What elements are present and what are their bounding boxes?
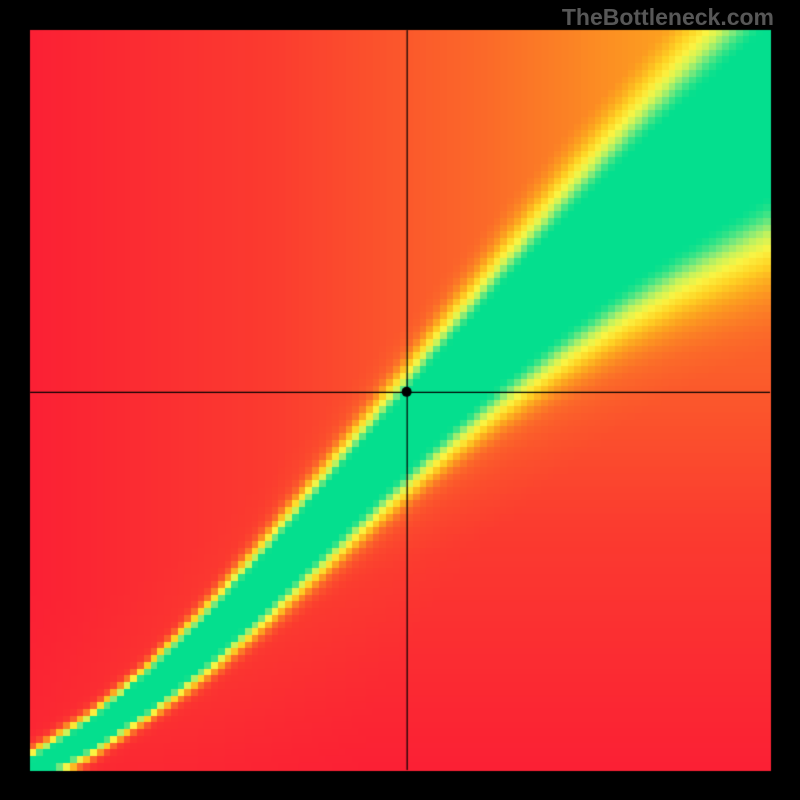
crosshair-overlay	[0, 0, 800, 800]
watermark-text: TheBottleneck.com	[562, 4, 774, 31]
stage: TheBottleneck.com	[0, 0, 800, 800]
